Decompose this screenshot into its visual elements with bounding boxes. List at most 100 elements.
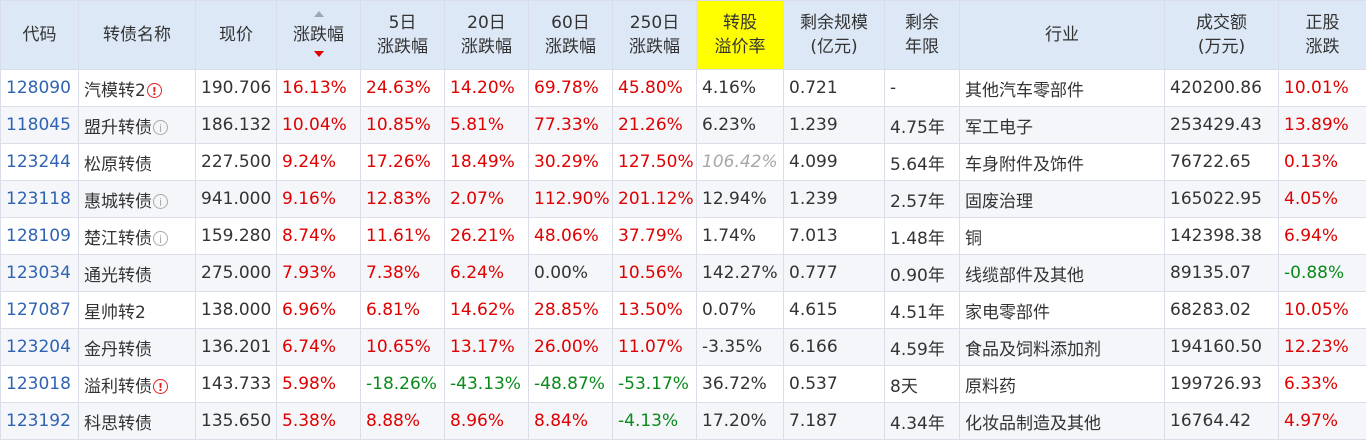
bond-name[interactable]: 科思转债 bbox=[84, 413, 152, 434]
cell-code[interactable]: 123018 bbox=[0, 365, 79, 403]
cell-d5: 11.61% bbox=[360, 217, 445, 255]
bond-name[interactable]: 通光转债 bbox=[84, 265, 152, 286]
cell-premium: 12.94% bbox=[696, 180, 784, 218]
cell-price: 190.706 bbox=[195, 69, 277, 107]
cell-code[interactable]: 123204 bbox=[0, 328, 79, 366]
bond-name[interactable]: 惠城转债 bbox=[84, 191, 152, 212]
bond-name[interactable]: 松原转债 bbox=[84, 154, 152, 175]
cell-volume: 165022.95 bbox=[1164, 180, 1279, 218]
cell-volume: 16764.42 bbox=[1164, 402, 1279, 440]
warning-icon[interactable]: ! bbox=[153, 378, 168, 394]
cell-d20: 6.24% bbox=[444, 254, 529, 292]
cell-code[interactable]: 128109 bbox=[0, 217, 79, 255]
cell-code[interactable]: 127087 bbox=[0, 291, 79, 329]
cell-d5: 24.63% bbox=[360, 69, 445, 107]
bond-name[interactable]: 盟升转债 bbox=[84, 117, 152, 138]
cell-industry: 原料药 bbox=[959, 365, 1165, 403]
col-header-industry[interactable]: 行业 bbox=[959, 0, 1165, 70]
cell-industry: 其他汽车零部件 bbox=[959, 69, 1165, 107]
info-icon[interactable]: i bbox=[153, 119, 168, 135]
cell-volume: 76722.65 bbox=[1164, 143, 1279, 181]
col-header-5d[interactable]: 5日 涨跌幅 bbox=[360, 0, 445, 70]
cell-volume: 420200.86 bbox=[1164, 69, 1279, 107]
cell-code[interactable]: 128090 bbox=[0, 69, 79, 107]
col-header-volume[interactable]: 成交额 (万元) bbox=[1164, 0, 1279, 70]
cell-scale: 0.721 bbox=[783, 69, 885, 107]
cell-premium: 142.27% bbox=[696, 254, 784, 292]
cell-d60: 112.90% bbox=[528, 180, 613, 218]
cell-premium: 6.23% bbox=[696, 106, 784, 144]
col-header-60d[interactable]: 60日 涨跌幅 bbox=[528, 0, 613, 70]
warning-icon[interactable]: ! bbox=[146, 82, 162, 98]
cell-name[interactable]: 惠城转债 i bbox=[78, 180, 196, 218]
info-icon[interactable]: i bbox=[153, 230, 168, 246]
info-icon[interactable]: i bbox=[153, 193, 168, 209]
table-row[interactable]: 128090 汽模转2! 190.706 16.13% 24.63% 14.20% 69.7… bbox=[0, 69, 1366, 107]
cell-change: 16.13% bbox=[276, 69, 361, 107]
col-header-stock-change[interactable]: 正股 涨跌 bbox=[1278, 0, 1366, 70]
bond-name[interactable]: 溢利转债 bbox=[84, 376, 152, 397]
table-row[interactable]: 123204 金丹转债 136.201 6.74% 10.65% 13.17% 26.00%… bbox=[0, 328, 1366, 366]
cell-d250: 10.56% bbox=[612, 254, 697, 292]
cell-premium: 4.16% bbox=[696, 69, 784, 107]
cell-scale: 0.537 bbox=[783, 365, 885, 403]
cell-years: 5.64年 bbox=[884, 143, 960, 181]
cell-price: 138.000 bbox=[195, 291, 277, 329]
cell-industry: 铜 bbox=[959, 217, 1165, 255]
cell-stock-change: 4.05% bbox=[1278, 180, 1366, 218]
cell-code[interactable]: 123034 bbox=[0, 254, 79, 292]
col-header-years[interactable]: 剩余 年限 bbox=[884, 0, 960, 70]
cell-code[interactable]: 118045 bbox=[0, 106, 79, 144]
table-row[interactable]: 123034 通光转债 275.000 7.93% 7.38% 6.24% 0.00% 10.… bbox=[0, 254, 1366, 292]
cell-name[interactable]: 科思转债 bbox=[78, 402, 196, 440]
cell-d60: 26.00% bbox=[528, 328, 613, 366]
col-header-price[interactable]: 现价 bbox=[195, 0, 277, 70]
table-row[interactable]: 118045 盟升转债 i 186.132 10.04% 10.85% 5.81% 77.33… bbox=[0, 106, 1366, 144]
cell-name[interactable]: 星帅转2 bbox=[78, 291, 196, 329]
cell-name[interactable]: 汽模转2! bbox=[78, 69, 196, 107]
cell-code[interactable]: 123118 bbox=[0, 180, 79, 218]
cell-name[interactable]: 盟升转债 i bbox=[78, 106, 196, 144]
cell-name[interactable]: 楚江转债 i bbox=[78, 217, 196, 255]
cell-code[interactable]: 123244 bbox=[0, 143, 79, 181]
cell-stock-change: 6.94% bbox=[1278, 217, 1366, 255]
cell-price: 275.000 bbox=[195, 254, 277, 292]
col-header-scale[interactable]: 剩余规模 (亿元) bbox=[783, 0, 885, 70]
cell-name[interactable]: 金丹转债 bbox=[78, 328, 196, 366]
table-row[interactable]: 123192 科思转债 135.650 5.38% 8.88% 8.96% 8.84% -4.… bbox=[0, 402, 1366, 440]
bond-name[interactable]: 楚江转债 bbox=[84, 228, 152, 249]
col-header-change[interactable]: 涨跌幅 bbox=[276, 0, 361, 70]
bond-name[interactable]: 汽模转2 bbox=[84, 80, 146, 101]
cell-d250: 13.50% bbox=[612, 291, 697, 329]
table-row[interactable]: 127087 星帅转2 138.000 6.96% 6.81% 14.62% 28.85% 1… bbox=[0, 291, 1366, 329]
cell-change: 5.38% bbox=[276, 402, 361, 440]
table-row[interactable]: 123244 松原转债 227.500 9.24% 17.26% 18.49% 30.29%… bbox=[0, 143, 1366, 181]
cell-price: 143.733 bbox=[195, 365, 277, 403]
table-row[interactable]: 123118 惠城转债 i 941.000 9.16% 12.83% 2.07% 112.90… bbox=[0, 180, 1366, 218]
cell-d60: 28.85% bbox=[528, 291, 613, 329]
cell-volume: 194160.50 bbox=[1164, 328, 1279, 366]
cell-d5: 17.26% bbox=[360, 143, 445, 181]
table-row[interactable]: 128109 楚江转债 i 159.280 8.74% 11.61% 26.21% 48.06… bbox=[0, 217, 1366, 255]
cell-scale: 4.099 bbox=[783, 143, 885, 181]
cell-stock-change: 0.13% bbox=[1278, 143, 1366, 181]
cell-d5: -18.26% bbox=[360, 365, 445, 403]
col-header-250d[interactable]: 250日 涨跌幅 bbox=[612, 0, 697, 70]
col-header-20d[interactable]: 20日 涨跌幅 bbox=[444, 0, 529, 70]
bond-name[interactable]: 星帅转2 bbox=[84, 302, 146, 323]
table-row[interactable]: 123018 溢利转债! 143.733 5.98% -18.26% -43.13% -48… bbox=[0, 365, 1366, 403]
cell-name[interactable]: 通光转债 bbox=[78, 254, 196, 292]
cell-name[interactable]: 溢利转债! bbox=[78, 365, 196, 403]
cell-code[interactable]: 123192 bbox=[0, 402, 79, 440]
col-header-name[interactable]: 转债名称 bbox=[78, 0, 196, 70]
cell-scale: 6.166 bbox=[783, 328, 885, 366]
cell-d60: 69.78% bbox=[528, 69, 613, 107]
table-header: 代码 转债名称 现价 涨跌幅 5日 涨跌幅 20日 涨跌幅 60日 涨跌幅 250日涨… bbox=[0, 0, 1366, 70]
bond-name[interactable]: 金丹转债 bbox=[84, 339, 152, 360]
col-header-premium[interactable]: 转股 溢价率 bbox=[696, 0, 784, 70]
cell-stock-change: 10.05% bbox=[1278, 291, 1366, 329]
col-header-code[interactable]: 代码 bbox=[0, 0, 79, 70]
cell-years: 1.48年 bbox=[884, 217, 960, 255]
cell-name[interactable]: 松原转债 bbox=[78, 143, 196, 181]
cell-volume: 253429.43 bbox=[1164, 106, 1279, 144]
